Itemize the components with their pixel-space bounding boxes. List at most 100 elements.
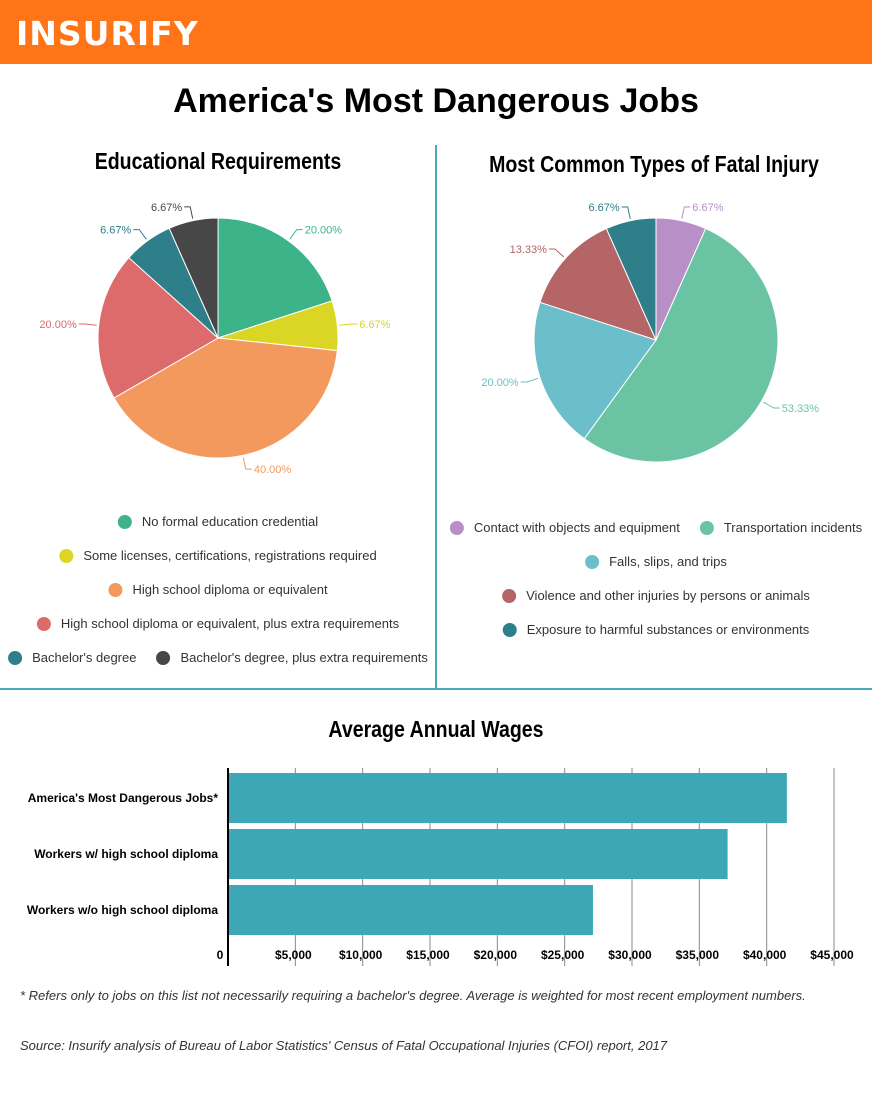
legend-row: Bachelor's degree Bachelor's degree, plus… [0,650,438,665]
footnote: * Refers only to jobs on this list not n… [20,988,806,1003]
legend-item: High school diploma or equivalent, plus … [36,616,400,631]
legend-row: High school diploma or equivalent [98,582,337,597]
leader-line [184,206,194,219]
x-tick-label: $20,000 [473,948,518,962]
legend-item: Bachelor's degree, plus extra requiremen… [156,650,428,665]
legend-row: Falls, slips, and trips [575,554,737,569]
legend-label: Transportation incidents [723,520,863,535]
vertical-divider [435,145,437,688]
leader-line [339,323,358,326]
x-tick-label: $10,000 [338,948,383,962]
legend-label: High school diploma or equivalent, plus … [60,616,400,631]
legend-item: Some licenses, certifications, registrat… [59,548,377,563]
legend-label: Bachelor's degree, plus extra requiremen… [180,650,428,665]
legend-item: Falls, slips, and trips [585,554,727,569]
legend-swatch [502,622,517,637]
insurify-logo: INSURIFY [16,14,199,53]
x-tick-label: 0 [216,948,224,962]
legend-swatch [59,548,74,563]
pie-slice [97,256,219,399]
legend-item: High school diploma or equivalent [108,582,328,597]
injury-chart-title: Most Common Types of Fatal Injury [489,151,819,177]
header-bar: INSURIFY [0,0,872,64]
slice-label: 6.67% [359,319,390,331]
leader-line [289,229,303,240]
wages-chart-title: Average Annual Wages [328,716,544,742]
x-tick-label: $40,000 [742,948,787,962]
slice-label: 6.67% [151,202,182,214]
slice-label: 20.00% [39,319,77,331]
legend-item: Exposure to harmful substances or enviro… [502,622,810,637]
x-tick-label: $15,000 [406,948,450,962]
slice-label: 20.00% [305,225,343,237]
page-title: America's Most Dangerous Jobs [173,82,699,120]
legend-swatch [36,616,51,631]
slice-label: 6.67% [692,202,723,214]
legend-item: No formal education credential [117,514,319,529]
x-tick-label: $45,000 [810,948,854,962]
legend-swatch [502,588,517,603]
legend-row: Some licenses, certifications, registrat… [49,548,386,563]
legend-label: No formal education credential [141,514,319,529]
legend-row: Violence and other injuries by persons o… [492,588,820,603]
wage-bar [228,829,728,879]
legend-item: Bachelor's degree [8,650,136,665]
legend-item: Violence and other injuries by persons o… [502,588,810,603]
x-tick-label: $5,000 [274,948,312,962]
legend-row: No formal education credential [108,514,328,529]
slice-label: 53.33% [782,403,820,415]
legend-swatch [449,520,464,535]
pie-slice [605,217,657,341]
leader-line [548,248,565,258]
pie-slice [168,217,219,339]
category-label: Workers w/o high school diploma [26,903,218,917]
legend-swatch [8,650,23,665]
horizontal-divider [0,688,872,690]
pie-slice [539,227,657,341]
legend-label: Exposure to harmful substances or enviro… [526,622,810,637]
wage-bar [228,885,593,935]
leader-line [621,206,631,219]
pie-slice [113,337,338,459]
legend-item: Transportation incidents [699,520,863,535]
slice-label: 40.00% [254,464,292,476]
legend-swatch [699,520,714,535]
slice-label: 13.33% [510,244,548,256]
x-tick-label: $30,000 [608,948,652,962]
leader-line [520,377,539,383]
leader-line [763,401,780,409]
legend-row: Exposure to harmful substances or enviro… [493,622,820,637]
legend-row: High school diploma or equivalent, plus … [27,616,409,631]
leader-line [242,457,252,470]
x-tick-label: $25,000 [540,948,585,962]
x-tick-label: $35,000 [675,948,720,962]
pie-slice [533,301,657,440]
slice-label: 6.67% [589,202,620,214]
slice-label: 6.67% [100,225,131,237]
slice-label: 20.00% [481,377,519,389]
leader-line [681,206,691,219]
source-note: Source: Insurify analysis of Bureau of L… [20,1038,668,1053]
legend-swatch [117,514,132,529]
pie-slice [217,217,333,339]
category-label: Workers w/ high school diploma [34,847,218,861]
legend-row: Contact with objects and equipment Transp… [440,520,872,535]
legend-swatch [156,650,171,665]
leader-line [78,323,97,326]
pie-slice [583,227,779,463]
legend-label: High school diploma or equivalent [132,582,328,597]
legend-item: Contact with objects and equipment [449,520,680,535]
legend-swatch [108,582,123,597]
wage-bar [228,773,787,823]
legend-swatch [585,554,600,569]
legend-label: Bachelor's degree [32,650,137,665]
leader-line [133,229,147,240]
legend-label: Falls, slips, and trips [609,554,727,569]
legend-label: Some licenses, certifications, registrat… [83,548,377,563]
category-label: America's Most Dangerous Jobs* [27,791,218,805]
education-chart-title: Educational Requirements [94,148,342,174]
legend-label: Contact with objects and equipment [473,520,680,535]
legend-label: Violence and other injuries by persons o… [526,588,810,603]
